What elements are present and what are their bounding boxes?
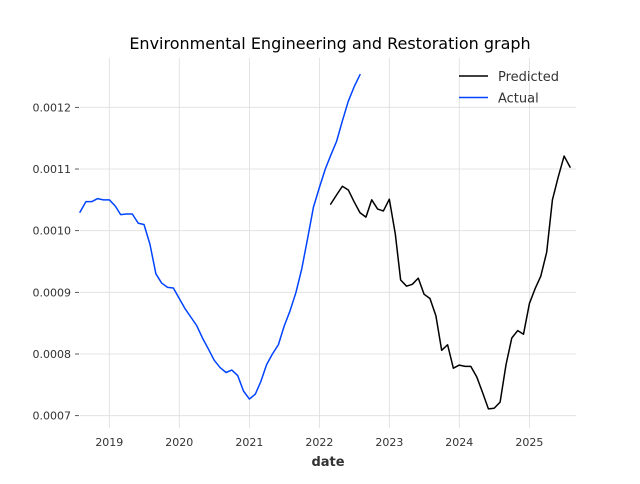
y-tick-label: 0.0007 [33,410,72,423]
grid-lines [80,58,576,428]
series-lines [79,73,571,410]
x-axis-label: date [311,455,344,470]
x-tick-label: 2025 [515,436,543,449]
legend: Predicted Actual [459,70,559,107]
legend-label-actual: Actual [498,92,539,107]
x-tick-label: 2022 [305,436,333,449]
chart-title: Environmental Engineering and Restoratio… [129,34,530,53]
x-tick-label: 2021 [235,436,263,449]
y-tick-label: 0.0009 [33,286,72,299]
y-tick-label: 0.0008 [33,348,72,361]
x-tick-label: 2024 [445,436,473,449]
y-axis-ticks: 0.0007 0.0008 0.0009 0.0010 0.0011 0.0012 [33,101,79,423]
x-tick-label: 2019 [95,436,123,449]
legend-label-predicted: Predicted [498,70,559,85]
y-tick-label: 0.0011 [33,163,72,176]
series-line-predicted [329,155,571,410]
y-tick-label: 0.0012 [33,101,72,114]
x-tick-label: 2020 [165,436,193,449]
x-tick-label: 2023 [375,436,403,449]
x-axis-ticks: 2019 2020 2021 2022 2023 2024 2025 [95,436,543,449]
series-line-actual [79,73,361,400]
y-tick-label: 0.0010 [33,225,72,238]
